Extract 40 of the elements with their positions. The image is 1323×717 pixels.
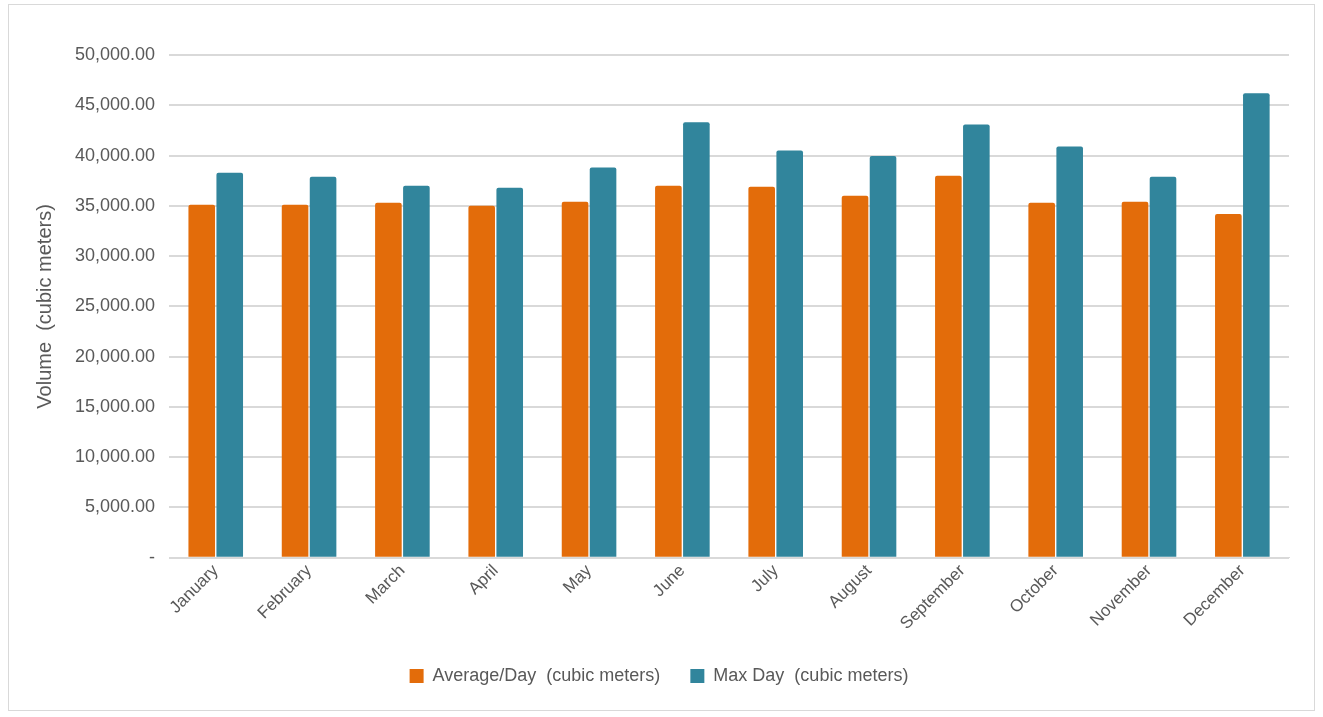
y-tick-label: 30,000.00 [75,245,156,266]
x-tick-label: July [747,560,783,596]
bar [869,156,897,557]
bar [281,204,309,557]
bar [468,205,496,557]
y-tick-label: 10,000.00 [75,446,156,467]
bar [748,186,775,557]
legend-label: Max Day (cubic meters) [713,664,909,685]
bar [589,167,617,557]
bar [776,150,803,557]
bar [1149,176,1177,557]
y-tick-label: 5,000.00 [85,496,156,517]
bar [1215,213,1242,557]
bar [496,187,524,557]
y-axis-title: Volume (cubic meters) [32,204,55,409]
y-tick-label: - [149,546,156,567]
bar [655,185,682,557]
bar [1243,93,1270,557]
bar [403,185,430,557]
y-tick-label: 15,000.00 [75,395,156,416]
bar [963,124,990,557]
bar [216,172,244,557]
y-tick-label: 20,000.00 [75,345,156,366]
y-tick-label: 50,000.00 [75,43,156,64]
bar [841,195,869,557]
y-tick-label: 25,000.00 [75,295,156,316]
bar [561,201,589,557]
bar [1028,202,1055,557]
bar [309,176,337,557]
x-tick-label: May [559,560,596,597]
bar [935,175,962,557]
bar [1121,201,1149,557]
y-tick-label: 35,000.00 [75,194,156,215]
bar [683,122,710,557]
bar [375,202,402,557]
legend-label: Average/Day (cubic meters) [432,664,661,685]
bar [188,204,216,557]
bar [1056,146,1083,557]
y-tick-label: 40,000.00 [75,144,156,165]
y-tick-label: 45,000.00 [75,94,156,115]
